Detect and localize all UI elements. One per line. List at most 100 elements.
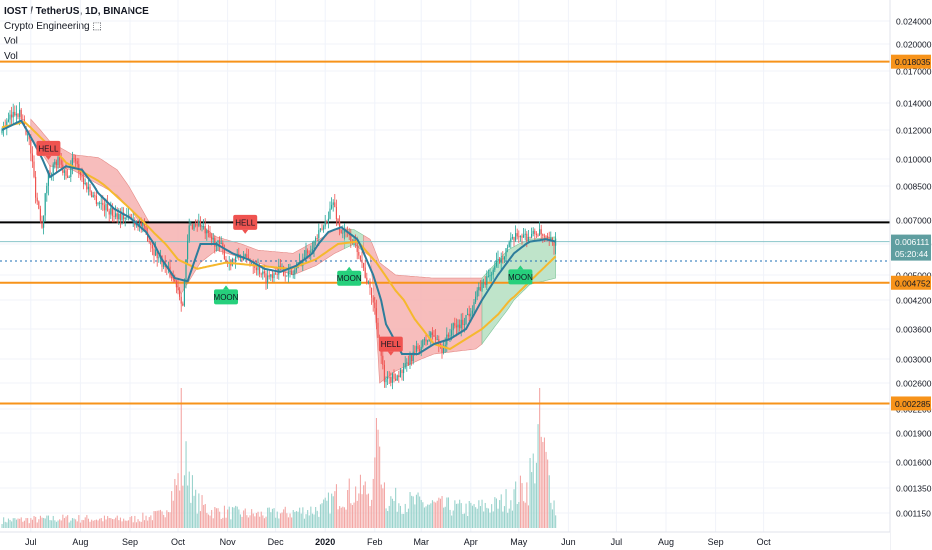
candle-body [148,241,150,243]
volume-bar [412,496,414,528]
signal-pointer [517,265,524,270]
candle-body [511,237,513,239]
candle-body [187,240,189,260]
volume-label-2[interactable]: Vol [4,51,18,62]
candle-body [523,234,525,238]
volume-bar [31,519,33,528]
volume-bar [63,518,65,528]
volume-bar [479,506,481,528]
volume-bar [159,509,161,528]
volume-bar [513,489,515,528]
candle-body [22,119,24,120]
volume-bar [206,512,208,528]
volume-bar [407,508,409,528]
candle-body [470,313,472,317]
candle-body [11,114,13,118]
volume-bar [535,462,537,528]
candle-body [79,171,81,176]
candle-body [329,208,331,219]
candle-body [247,257,249,260]
volume-bar [465,503,467,528]
chart-legend: IOST / TetherUS, 1D, BINANCE Crypto Engi… [4,4,149,64]
candle-body [163,261,165,267]
volume-bar [331,493,333,528]
signal-pointer [223,285,229,290]
symbol-title[interactable]: IOST / TetherUS, 1D, BINANCE [4,6,149,17]
volume-bar [340,507,342,528]
indicator-label[interactable]: Crypto Engineering ⬚ [4,21,102,32]
volume-bar [71,518,73,528]
volume-bar [191,475,193,528]
price-axis[interactable]: 0.024000 0.020000 0.017000 0.014000 0.012000… [889,0,932,550]
volume-bar [107,516,109,528]
volume-bar [420,499,422,528]
volume-bar [260,511,262,528]
volume-bar [278,518,280,528]
volume-bar [214,507,216,528]
volume-bar [499,500,501,528]
candle-body [361,259,363,264]
candle-body [431,332,433,336]
candle-body [430,332,432,338]
candle-body [331,204,333,209]
volume-bar [134,515,136,528]
candle-body [515,233,517,241]
hell-signal-2: HELL [378,336,403,356]
volume-bar [547,459,549,528]
volume-bar [241,516,243,528]
volume-bar [399,505,401,528]
y-tick-label: 0.024000 [896,17,932,27]
time-axis[interactable]: Jul Aug Sep Oct Nov Dec 2020 Feb Mar Apr May Jun Jul… [0,531,890,550]
y-tick-label: 0.003600 [896,325,932,335]
volume-bar [286,513,288,528]
volume-bar [532,453,534,528]
volume-bar [270,512,272,528]
candle-body [223,248,225,260]
volume-label[interactable]: Vol [4,36,18,47]
volume-bar [375,418,377,528]
candle-body [427,340,429,342]
candle-body [108,211,110,215]
candle-body [12,111,14,118]
volume-bar [14,518,16,528]
volume-bar [511,510,513,528]
volume-bar [132,522,134,528]
candle-body [241,257,243,261]
volume-bar [343,507,345,528]
volume-bar [227,509,229,528]
volume-bar [247,517,249,528]
candle-body [491,274,493,276]
volume-bar [428,504,430,528]
volume-bar [529,458,531,528]
volume-bar [249,515,251,528]
signal-text: MOON [214,293,239,302]
volume-bar [427,504,429,528]
candle-body [334,202,336,208]
volume-bar [398,503,400,528]
volume-bar [491,504,493,528]
volume-bar [268,507,270,528]
volume-bar [510,500,512,528]
volume-bar [345,509,347,528]
candle-body [396,375,398,381]
candle-body [19,109,21,117]
volume-bar [246,515,248,528]
candle-body [158,257,160,259]
volume-bar [471,505,473,528]
volume-bar [76,521,78,528]
candle-body [94,195,96,197]
volume-bar [526,482,528,528]
level-price-label: 0.002285 [895,399,931,409]
volume-bar [423,507,425,528]
volume-bar [356,500,358,528]
candle-body [289,271,291,273]
volume-bar [25,518,27,528]
candle-body [404,363,406,368]
candle-body [555,238,557,246]
volume-bar [39,515,41,528]
volume-bar [353,502,355,528]
volume-bar [44,518,46,528]
candle-body [73,158,75,159]
candle-body [75,158,77,162]
